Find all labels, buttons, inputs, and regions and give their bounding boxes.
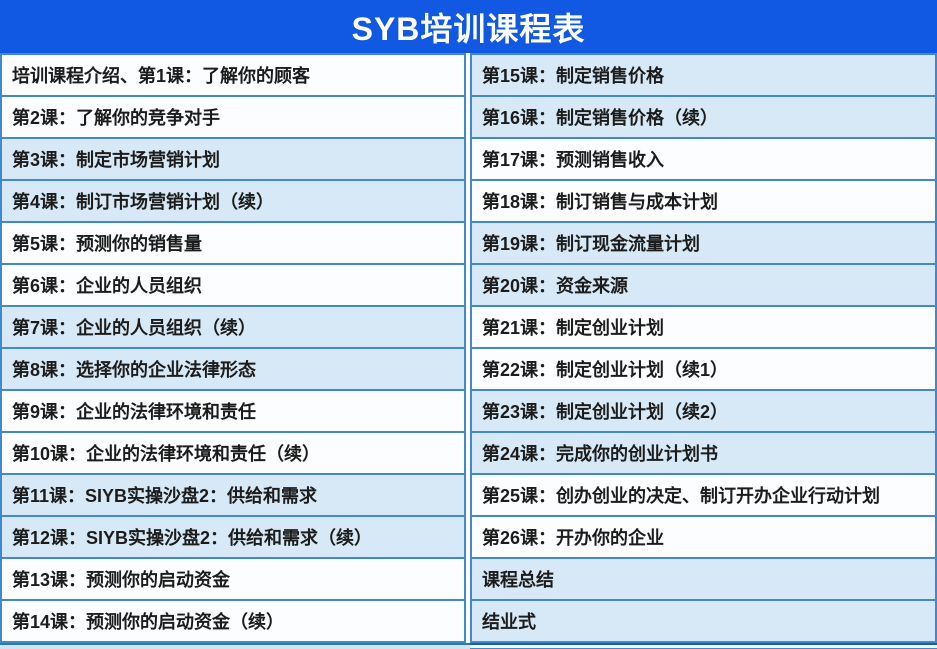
course-label: 第2课：了解你的竞争对手 [12, 108, 221, 129]
course-label: 第15课：制定销售价格 [482, 66, 665, 87]
page-title: SYB培训课程表 [0, 0, 937, 54]
table-row: 第12课：SIYB实操沙盘2：供给和需求（续） [2, 517, 464, 560]
course-label: 第7课：企业的人员组织（续） [12, 318, 257, 339]
table-row: 第23课：制定创业计划（续2） [472, 391, 935, 434]
course-table-left: 培训课程介绍、第1课：了解你的顾客 第2课：了解你的竞争对手 第3课：制定市场营销计… [0, 53, 466, 644]
table-row: 第10课：企业的法律环境和责任（续） [2, 433, 464, 476]
bottom-cutoff-strip [0, 643, 937, 649]
course-label: 第12课：SIYB实操沙盘2：供给和需求（续） [12, 528, 373, 549]
table-row: 第22课：制定创业计划（续1） [472, 349, 935, 392]
course-label: 第26课：开办你的企业 [482, 528, 665, 549]
table-row: 第2课：了解你的竞争对手 [2, 97, 464, 140]
course-label: 第9课：企业的法律环境和责任 [12, 402, 257, 423]
table-row: 第9课：企业的法律环境和责任 [2, 391, 464, 434]
table-row: 第26课：开办你的企业 [472, 517, 935, 560]
course-label: 结业式 [482, 612, 536, 633]
course-label: 第20课：资金来源 [482, 276, 629, 297]
table-row: 第16课：制定销售价格（续） [472, 97, 935, 140]
course-label: 第17课：预测销售收入 [482, 150, 665, 171]
table-row: 第24课：完成你的创业计划书 [472, 433, 935, 476]
course-label: 第6课：企业的人员组织 [12, 276, 203, 297]
course-label: 第19课：制订现金流量计划 [482, 234, 701, 255]
table-row: 第14课：预测你的启动资金（续） [2, 601, 464, 644]
course-label: 第24课：完成你的创业计划书 [482, 444, 719, 465]
course-label: 第8课：选择你的企业法律形态 [12, 360, 257, 381]
table-row: 第20课：资金来源 [472, 265, 935, 308]
table-row: 第21课：制定创业计划 [472, 307, 935, 350]
course-label: 第14课：预测你的启动资金（续） [12, 612, 285, 633]
table-row: 第8课：选择你的企业法律形态 [2, 349, 464, 392]
table-row: 第17课：预测销售收入 [472, 139, 935, 182]
table-row: 第6课：企业的人员组织 [2, 265, 464, 308]
course-label: 第22课：制定创业计划（续1） [482, 360, 729, 381]
course-label: 第11课：SIYB实操沙盘2：供给和需求 [12, 486, 318, 507]
table-row: 培训课程介绍、第1课：了解你的顾客 [2, 55, 464, 98]
table-row: 第19课：制订现金流量计划 [472, 223, 935, 266]
table-row: 第3课：制定市场营销计划 [2, 139, 464, 182]
course-label: 第5课：预测你的销售量 [12, 234, 203, 255]
course-label: 第13课：预测你的启动资金 [12, 570, 231, 591]
table-row: 第18课：制订销售与成本计划 [472, 181, 935, 224]
table-row: 第15课：制定销售价格 [472, 55, 935, 98]
table-row: 第4课：制订市场营销计划（续） [2, 181, 464, 224]
course-table-right: 第15课：制定销售价格第16课：制定销售价格（续） 第17课：预测销售收入第18课… [470, 53, 937, 644]
course-label: 第3课：制定市场营销计划 [12, 150, 221, 171]
course-label: 第23课：制定创业计划（续2） [482, 402, 729, 423]
course-label: 第18课：制订销售与成本计划 [482, 192, 719, 213]
tables-container: 培训课程介绍、第1课：了解你的顾客 第2课：了解你的竞争对手 第3课：制定市场营销计… [0, 53, 937, 644]
course-label: 第21课：制定创业计划 [482, 318, 665, 339]
course-label: 培训课程介绍、第1课：了解你的顾客 [12, 66, 311, 87]
table-row: 第5课：预测你的销售量 [2, 223, 464, 266]
bottom-cutoff-right [470, 643, 937, 649]
course-label: 第25课：创办创业的决定、制订开办企业行动计划 [482, 486, 881, 507]
table-row: 第25课：创办创业的决定、制订开办企业行动计划 [472, 475, 935, 518]
bottom-cutoff-left [0, 643, 470, 649]
column-gutter [466, 53, 470, 644]
course-label: 第4课：制订市场营销计划（续） [12, 192, 275, 213]
table-row: 第7课：企业的人员组织（续） [2, 307, 464, 350]
table-row: 课程总结 [472, 559, 935, 602]
course-label: 第10课：企业的法律环境和责任（续） [12, 444, 321, 465]
table-row: 第11课：SIYB实操沙盘2：供给和需求 [2, 475, 464, 518]
table-row: 结业式 [472, 601, 935, 644]
table-row: 第13课：预测你的启动资金 [2, 559, 464, 602]
course-label: 课程总结 [482, 570, 554, 591]
course-label: 第16课：制定销售价格（续） [482, 108, 719, 129]
